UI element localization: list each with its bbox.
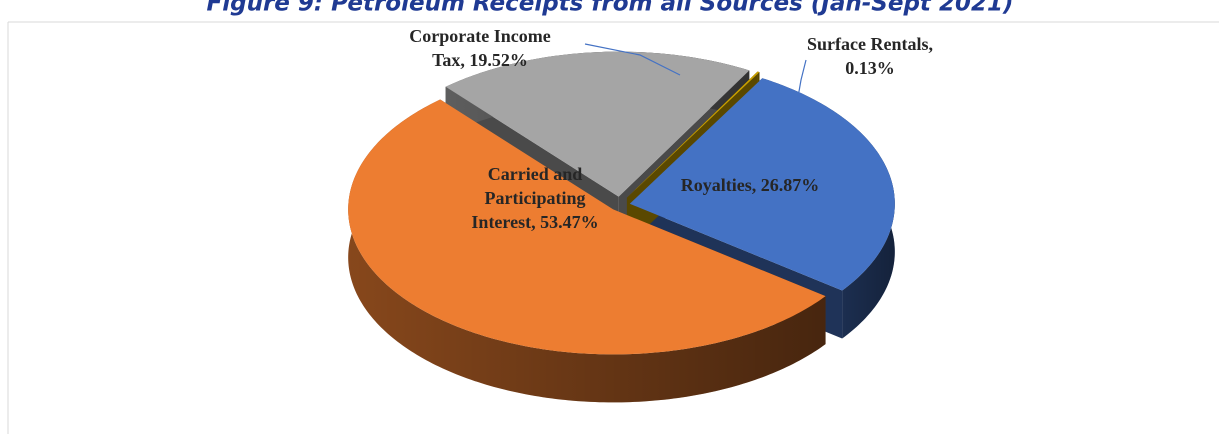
leader-line	[584, 43, 681, 76]
chart-title: Figure 9: Petroleum Receipts from all So…	[207, 0, 1014, 17]
data-label: Surface Rentals, 0.13%	[807, 34, 933, 78]
slice	[445, 51, 750, 197]
data-labels: Royalties, 26.87% Carried and Participatin…	[409, 26, 933, 232]
slice	[629, 78, 895, 291]
data-label: Royalties, 26.87%	[681, 175, 820, 195]
slice	[626, 71, 760, 198]
data-label: Carried and Participating Interest, 53.47%	[471, 164, 598, 232]
leader-line	[796, 59, 807, 104]
pie-tops	[348, 51, 895, 355]
slice	[348, 99, 826, 355]
data-label: Corporate Income Tax, 19.52%	[409, 26, 550, 70]
